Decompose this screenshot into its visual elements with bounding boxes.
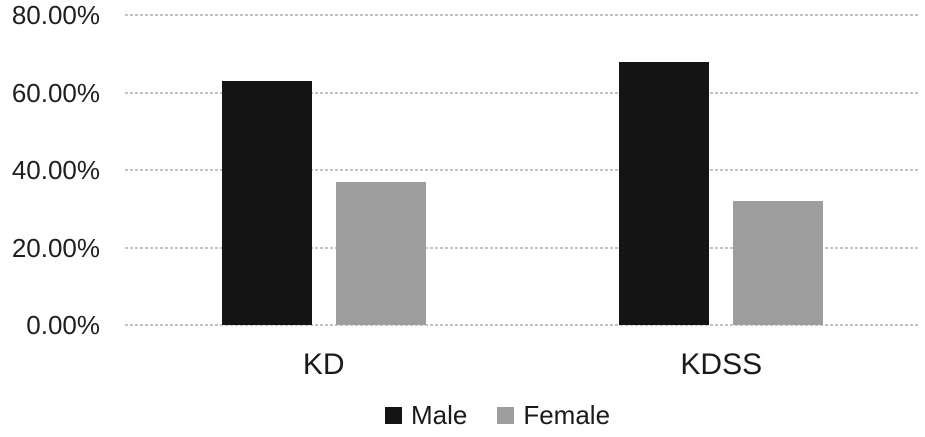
gridline (125, 169, 920, 171)
legend-label: Female (523, 400, 611, 430)
y-tick-label: 0.00% (26, 310, 100, 340)
bar-kdss-female (733, 201, 824, 325)
y-tick-label: 20.00% (11, 232, 100, 263)
gridline (125, 91, 920, 94)
gridline (125, 246, 920, 249)
y-tick-label: 40.00% (11, 155, 100, 185)
legend-item-female: Female (497, 402, 610, 428)
gridline (125, 324, 920, 326)
gridline (125, 14, 920, 16)
legend-swatch-male (384, 406, 402, 424)
bar-kd-female (335, 181, 426, 325)
x-category-label: KDSS (680, 348, 763, 381)
y-tick-label: 80.00% (11, 0, 100, 30)
bar-kdss-male (619, 61, 710, 325)
bar-kd-male (221, 80, 312, 325)
x-category-label: KD (302, 348, 345, 381)
y-tick-label: 60.00% (11, 77, 100, 108)
legend: Male Female (35, 402, 925, 428)
legend-label: Male (410, 400, 468, 430)
legend-item-male: Male (384, 400, 468, 430)
legend-swatch-female (497, 406, 515, 424)
